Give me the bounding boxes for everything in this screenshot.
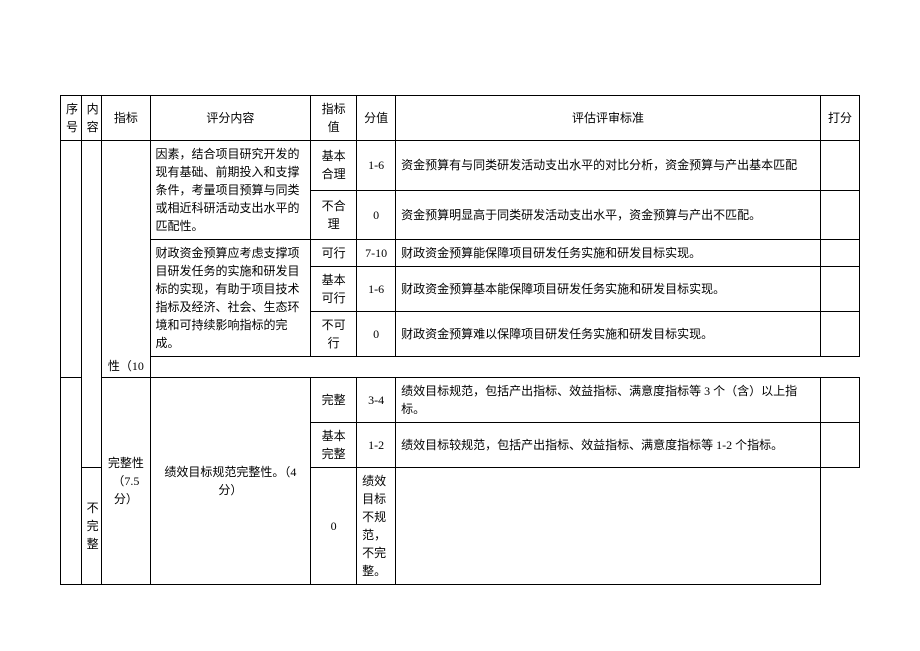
cell-val: 完整 [311, 377, 357, 422]
hdr-std: 评估评审标准 [396, 96, 821, 141]
cell-pts [820, 141, 859, 191]
cell-score: 7-10 [357, 240, 396, 267]
hdr-ind: 指标 [102, 96, 150, 141]
cell-pts [820, 312, 859, 357]
hdr-val: 指标值 [311, 96, 357, 141]
hdr-cont: 内容 [81, 96, 102, 141]
cell-score: 1-6 [357, 141, 396, 191]
cell-score: 0 [311, 467, 357, 584]
evaluation-table: 序号 内容 指标 评分内容 指标值 分值 评估评审标准 打分 因素，结合项目研究… [60, 95, 860, 585]
cell-ind: 完整性（7.5分） [102, 377, 150, 584]
table-row: 财政资金预算应考虑支撑项目研发任务的实施和研发目标的实现，有助于项目技术指标及经… [61, 240, 860, 267]
cell-val: 可行 [311, 240, 357, 267]
cell-score: 3-4 [357, 377, 396, 422]
cell-std: 财政资金预算难以保障项目研发任务实施和研发目标实现。 [396, 312, 821, 357]
cell-crit: 绩效目标规范完整性。（4 分） [150, 377, 311, 584]
cell-pts [396, 467, 821, 584]
cell-val: 基本可行 [311, 267, 357, 312]
table-body: 因素，结合项目研究开发的现有基础、前期投入和支撑条件，考量项目预算与同类或相近科… [61, 141, 860, 585]
cell-std: 绩效目标不规范，不完整。 [357, 467, 396, 584]
cell-score: 0 [357, 312, 396, 357]
cell-pts [820, 240, 859, 267]
cell-std: 资金预算有与同类研发活动支出水平的对比分析，资金预算与产出基本匹配 [396, 141, 821, 191]
hdr-seq: 序号 [61, 96, 82, 141]
cell-score: 0 [357, 190, 396, 240]
table-row: 因素，结合项目研究开发的现有基础、前期投入和支撑条件，考量项目预算与同类或相近科… [61, 141, 860, 191]
cell-pts [820, 422, 859, 467]
cell-crit: 财政资金预算应考虑支撑项目研发任务的实施和研发目标的实现，有助于项目技术指标及经… [150, 240, 311, 357]
cell-score: 1-6 [357, 267, 396, 312]
cell-std: 资金预算明显高于同类研发活动支出水平，资金预算与产出不匹配。 [396, 190, 821, 240]
cell-ind-tail: 性（10 [102, 357, 150, 378]
header-row: 序号 内容 指标 评分内容 指标值 分值 评估评审标准 打分 [61, 96, 860, 141]
table-row: 完整性（7.5分） 绩效目标规范完整性。（4 分） 完整 3-4 绩效目标规范，… [61, 377, 860, 422]
cell-ind-blank [102, 141, 150, 357]
cell-score: 1-2 [357, 422, 396, 467]
cell-cont [81, 141, 102, 468]
hdr-score: 分值 [357, 96, 396, 141]
cell-seq2 [61, 377, 82, 584]
cell-val: 不合理 [311, 190, 357, 240]
cell-std: 财政资金预算能保障项目研发任务实施和研发目标实现。 [396, 240, 821, 267]
cell-std: 财政资金预算基本能保障项目研发任务实施和研发目标实现。 [396, 267, 821, 312]
cell-val: 不可行 [311, 312, 357, 357]
cell-pts [820, 190, 859, 240]
cell-pts [820, 377, 859, 422]
table-row-tail: 性（10 [61, 357, 860, 378]
cell-val: 不完整 [81, 467, 102, 584]
cell-crit: 因素，结合项目研究开发的现有基础、前期投入和支撑条件，考量项目预算与同类或相近科… [150, 141, 311, 240]
cell-seq [61, 141, 82, 378]
cell-val: 基本合理 [311, 141, 357, 191]
cell-std: 绩效目标规范，包括产出指标、效益指标、满意度指标等 3 个（含）以上指标。 [396, 377, 821, 422]
cell-pts [820, 267, 859, 312]
hdr-pts: 打分 [820, 96, 859, 141]
ind-tail-text: 性（10 [108, 359, 144, 373]
hdr-crit: 评分内容 [150, 96, 311, 141]
evaluation-table-wrap: 序号 内容 指标 评分内容 指标值 分值 评估评审标准 打分 因素，结合项目研究… [60, 95, 860, 585]
cell-val: 基本完整 [311, 422, 357, 467]
cell-std: 绩效目标较规范，包括产出指标、效益指标、满意度指标等 1-2 个指标。 [396, 422, 821, 467]
